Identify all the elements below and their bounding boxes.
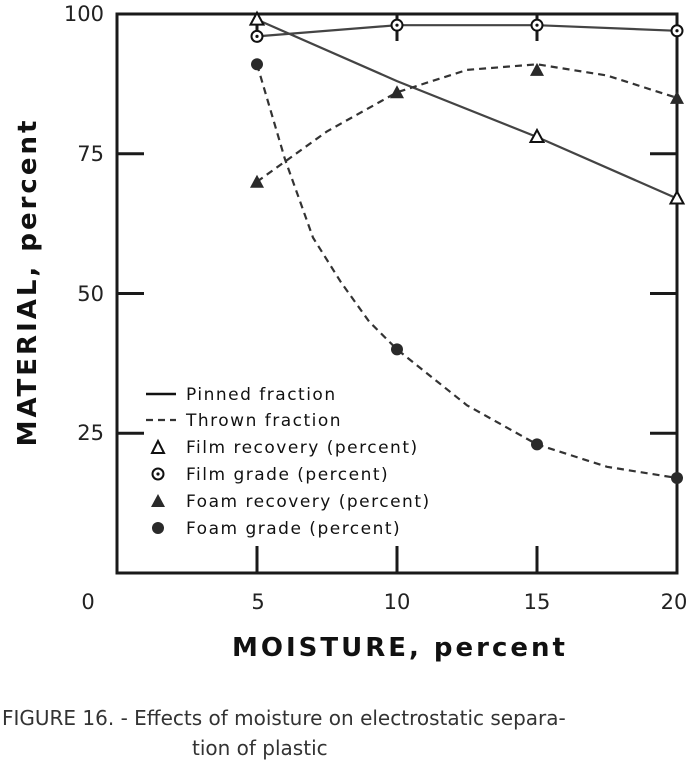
legend-label-pinned-fraction: Pinned fraction — [186, 385, 337, 405]
caption-line-2: tion of plastic — [192, 736, 328, 760]
foam-grade-point — [251, 58, 263, 71]
series-layer — [248, 10, 686, 484]
foam-recovery-point — [530, 62, 544, 76]
legend-label-film-recovery: Film recovery (percent) — [186, 438, 419, 458]
legend-filled-circle-icon — [152, 522, 164, 534]
chart: 0 5 10 15 20 100 75 50 25 MOISTURE, perc… — [13, 2, 688, 663]
foam-recovery-point — [670, 90, 684, 104]
legend-open-triangle-icon — [150, 438, 166, 454]
caption-line-1: FIGURE 16. - Effects of moisture on elec… — [2, 706, 566, 730]
film-recovery-point — [528, 127, 546, 143]
legend-dotted-circle-icon — [151, 467, 165, 481]
series-line-foam-recovery-percent — [256, 63, 678, 183]
y-tick-label: 75 — [77, 142, 104, 166]
film-grade-point-center — [535, 23, 539, 27]
x-tick-label: 0 — [81, 590, 94, 614]
foam-recovery-point — [250, 174, 264, 188]
film-grade-point-center — [675, 29, 679, 33]
film-recovery-point — [248, 10, 266, 26]
foam-recovery-point — [390, 85, 404, 99]
film-grade-point-center — [395, 23, 399, 27]
x-tick-label: 20 — [661, 590, 688, 614]
foam-grade-point — [531, 438, 543, 451]
legend-dotted-circle-center — [156, 472, 160, 476]
y-tick-label: 25 — [77, 421, 104, 445]
foam-grade-point — [671, 471, 683, 484]
x-axis-title: MOISTURE, percent — [232, 633, 568, 663]
foam-grade-point — [391, 343, 403, 356]
series-line-film-grade-percent — [256, 24, 678, 38]
y-axis-title: MATERIAL, percent — [13, 118, 43, 447]
film-grade-point-center — [255, 34, 259, 38]
x-tick-label: 10 — [384, 590, 411, 614]
x-tick-label: 5 — [251, 590, 264, 614]
legend-label-foam-recovery: Foam recovery (percent) — [186, 492, 431, 512]
legend-filled-triangle-icon — [151, 494, 165, 507]
legend-label-foam-grade: Foam grade (percent) — [186, 519, 401, 539]
legend: Pinned fraction Thrown fraction Film rec… — [146, 385, 431, 539]
series-line-foam-grade-percent — [255, 63, 678, 480]
axis-ticks — [117, 14, 679, 573]
x-tick-label: 15 — [524, 590, 551, 614]
film-recovery-point — [668, 189, 686, 205]
series-line-film-recovery-percent — [256, 18, 678, 200]
y-tick-label: 50 — [77, 282, 104, 306]
legend-label-film-grade: Film grade (percent) — [186, 465, 389, 485]
y-tick-label: 100 — [64, 2, 104, 26]
figure-caption: FIGURE 16. - Effects of moisture on elec… — [2, 703, 692, 763]
legend-label-thrown-fraction: Thrown fraction — [185, 411, 342, 431]
